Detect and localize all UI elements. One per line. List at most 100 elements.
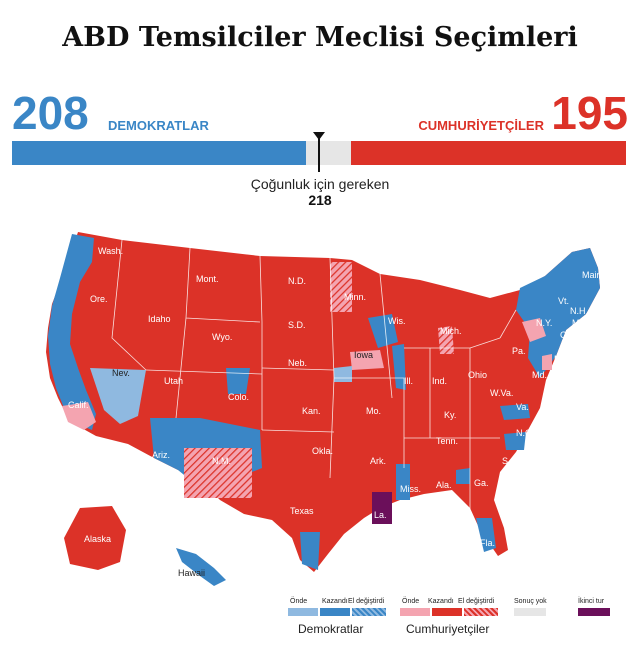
atlanta-dem (456, 468, 470, 484)
state-label-nj: N.J. (554, 354, 570, 364)
state-label-ark: Ark. (370, 456, 386, 466)
calif-lean-rep (62, 402, 96, 430)
state-label-kan: Kan. (302, 406, 321, 416)
state-label-ind: Ind. (432, 376, 447, 386)
majority-value: 218 (308, 192, 332, 208)
state-label-ri: R.I. (574, 330, 588, 340)
carolina-dem (504, 432, 526, 450)
state-label-iowa: Iowa (354, 350, 373, 360)
state-label-hawaii: Hawaii (178, 568, 205, 578)
state-label-alaska: Alaska (84, 534, 111, 544)
miss-dem (396, 464, 410, 500)
legend-rep-leading-label: Önde (402, 598, 420, 605)
state-label-idaho: Idaho (148, 314, 171, 324)
state-label-vt: Vt. (558, 296, 569, 306)
state-label-okla: Okla. (312, 446, 333, 456)
state-label-maine: Maine (582, 270, 607, 280)
legend-rep-won-swatch (432, 608, 462, 616)
legend-dem-leading-label: Önde (290, 598, 308, 605)
state-label-ny: N.Y. (536, 318, 552, 328)
legend-dem-leading-swatch (288, 608, 318, 616)
state-label-wis: Wis. (388, 316, 406, 326)
state-label-mo: Mo. (366, 406, 381, 416)
illinois-dem (392, 344, 406, 390)
majority-marker-line (318, 132, 320, 172)
state-label-minn: Minn. (344, 292, 366, 302)
legend-rep-leading-swatch (400, 608, 430, 616)
dem-label: DEMOKRATLAR (108, 118, 209, 133)
nj-lean-rep (542, 354, 552, 370)
hawaii-shape (176, 548, 226, 586)
state-label-la: La. (374, 510, 387, 520)
state-label-ala: Ala. (436, 480, 452, 490)
legend-dem-won-label: Kazandı (322, 598, 348, 605)
legend-dem-group: Demokratlar (298, 622, 364, 636)
legend-rep-flipped-swatch (464, 608, 498, 616)
virginia-dem (500, 404, 530, 420)
state-label-utah: Utah (164, 376, 183, 386)
state-label-ariz: Ariz. (152, 450, 170, 460)
legend-dem-flipped-label: El değiştirdi (348, 598, 385, 605)
northeast-dem (516, 248, 600, 378)
legend-no-result-label: Sonuç yok (514, 598, 547, 605)
rep-seat-count: 195 (551, 87, 628, 139)
state-label-wyo: Wyo. (212, 332, 232, 342)
state-label-colo: Colo. (228, 392, 249, 402)
texas-dem (300, 532, 320, 570)
wis-dem (368, 314, 398, 348)
state-label-md: Md. (532, 370, 547, 380)
state-label-del: Del. (552, 372, 568, 382)
state-label-tenn: Tenn. (436, 436, 458, 446)
state-label-nc: N.C. (516, 428, 534, 438)
state-label-sc: S.C. (502, 456, 520, 466)
legend-rep-flipped-label: El değiştirdi (458, 598, 495, 605)
majority-marker-icon (313, 132, 325, 140)
state-label-miss: Miss. (400, 484, 421, 494)
west-coast-dem (48, 234, 96, 430)
legend-runoff-label: İkinci tur (578, 598, 605, 605)
state-label-mont: Mont. (196, 274, 219, 284)
majority-label: Çoğunluk için gereken (250, 176, 390, 192)
state-label-ill: Ill. (404, 376, 413, 386)
seat-bar-dem (12, 141, 306, 165)
state-label-nm: N.M. (212, 456, 231, 466)
legend-no-result-swatch (514, 608, 546, 616)
state-label-nh: N.H. (570, 306, 588, 316)
state-label-sd: S.D. (288, 320, 306, 330)
state-label-group: Wash. Ore. Idaho Mont. N.D. Minn. Wis. M… (68, 246, 607, 578)
legend-runoff-swatch (578, 608, 610, 616)
state-label-mass: Mass. (572, 318, 596, 328)
state-label-va: Va. (516, 402, 529, 412)
rep-label: CUMHURİYETÇİLER (418, 118, 544, 133)
legend-dem-won-swatch (320, 608, 350, 616)
state-label-ky: Ky. (444, 410, 456, 420)
state-label-fla: Fla. (480, 538, 495, 548)
legend-dem-flipped-swatch (352, 608, 386, 616)
dem-seat-count: 208 (12, 87, 89, 139)
state-borders (111, 239, 517, 518)
state-label-conn: Conn. (560, 330, 584, 340)
page-title: ABD Temsilciler Meclisi Seçimleri (62, 22, 578, 53)
state-label-nev: Nev. (112, 368, 130, 378)
state-label-mich: Mich. (440, 326, 462, 336)
legend-rep-won-label: Kazandı (428, 598, 454, 605)
florida-dem (476, 518, 496, 552)
state-label-ore: Ore. (90, 294, 108, 304)
iowa-lean-rep (350, 350, 384, 370)
minn-flipped (330, 262, 352, 312)
state-label-wva: W.Va. (490, 388, 513, 398)
state-label-calif: Calif. (68, 400, 89, 410)
iowa-dem (334, 366, 352, 382)
state-label-ohio: Ohio (468, 370, 487, 380)
state-label-texas: Texas (290, 506, 314, 516)
us-house-map: Wash. Ore. Idaho Mont. N.D. Minn. Wis. M… (46, 232, 607, 586)
louisiana-runoff (372, 492, 392, 524)
contiguous-us-shape (46, 232, 600, 572)
state-label-pa: Pa. (512, 346, 526, 356)
state-label-neb: Neb. (288, 358, 307, 368)
state-label-ga: Ga. (474, 478, 489, 488)
ny-lean-rep (522, 318, 546, 342)
state-label-wash: Wash. (98, 246, 123, 256)
legend-rep-group: Cumhuriyetçiler (406, 622, 490, 636)
alaska-shape (64, 506, 126, 570)
